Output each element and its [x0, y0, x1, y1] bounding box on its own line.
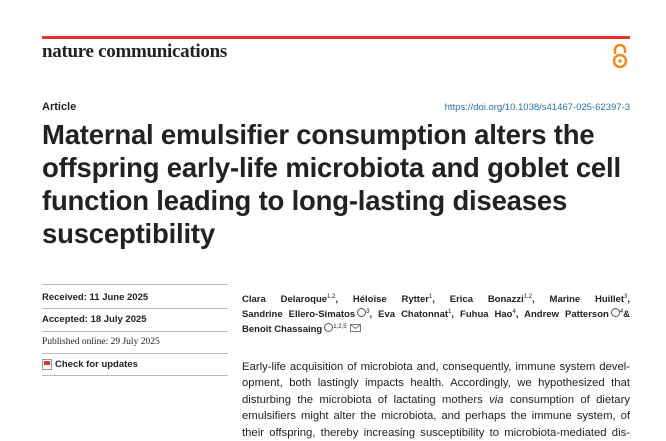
- author: Erica Bonazzi1,2,: [450, 294, 535, 305]
- abstract-line: emulsifiers might alter the microbiota, …: [242, 410, 630, 423]
- title-line: offspring early-life microbiota and gobl…: [42, 152, 621, 183]
- author: Andrew Patterson 4&: [524, 308, 631, 320]
- separator: ,: [335, 294, 339, 305]
- separator: ,: [451, 309, 455, 320]
- rule: [42, 284, 228, 285]
- orcid-icon: [357, 308, 367, 317]
- author: Benoit Chassaing 1,2,5: [242, 323, 361, 335]
- affiliation: 3: [624, 294, 628, 300]
- orcid-icon: [610, 308, 620, 317]
- doi-link[interactable]: https://doi.org/10.1038/s41467-025-62397…: [444, 102, 630, 113]
- author-list: Clara Delaroque1,2, Héloïse Rytter1, Eri…: [242, 290, 630, 335]
- received-date: Received: 11 June 2025: [42, 292, 149, 303]
- abstract-line: disturbing the microbiota of lactating m…: [242, 392, 630, 408]
- affiliation: 1,2: [523, 294, 533, 300]
- author-name: Clara Delaroque: [242, 294, 328, 305]
- separator: ,: [369, 309, 373, 320]
- author-line: Sandrine Ellero-Simatos 3, Eva Chatonnat1…: [242, 305, 630, 320]
- author-name: Héloïse Rytter: [352, 294, 429, 305]
- rule: [42, 308, 228, 309]
- separator: ,: [532, 294, 535, 305]
- affiliation: 1,2: [327, 294, 336, 300]
- separator: ,: [432, 294, 435, 305]
- affiliation: 4: [512, 309, 516, 315]
- affiliation: 1,2,5: [333, 324, 347, 330]
- author-line: Benoit Chassaing 1,2,5: [242, 320, 630, 335]
- author: Eva Chatonnat1,: [378, 309, 454, 320]
- text-italic: via: [489, 393, 504, 406]
- orcid-icon: [324, 323, 334, 332]
- rule: [42, 353, 228, 354]
- title-line: Maternal emulsifier consumption alters t…: [42, 119, 595, 150]
- check-updates[interactable]: Check for updates: [55, 359, 138, 370]
- text: disturbing the microbiota of lactating m…: [242, 393, 483, 406]
- author-name: Andrew Patterson: [524, 309, 609, 320]
- separator: &: [623, 309, 631, 320]
- abstract: Early-life acquisition of microbiota and…: [242, 359, 630, 441]
- rule: [42, 331, 228, 332]
- author: Marine Huillet3,: [550, 294, 630, 305]
- accepted-date: Accepted: 18 July 2025: [42, 314, 147, 325]
- author: Fuhua Hao4,: [460, 309, 518, 320]
- author-name: Erica Bonazzi: [449, 294, 524, 305]
- abstract-line: their offspring, thereby increasing susc…: [242, 426, 630, 439]
- article-type: Article: [42, 101, 77, 113]
- text: consumption of dietary: [509, 393, 630, 406]
- header-rule: [42, 36, 630, 39]
- abstract-line: opment, both lastingly impacts health. A…: [242, 377, 630, 390]
- open-access-icon: [612, 43, 628, 69]
- abstract-line: Early-life acquisition of microbiota and…: [242, 361, 630, 373]
- author-name: Benoit Chassaing: [242, 324, 323, 335]
- author-name: Marine Huillet: [549, 294, 625, 305]
- title-line: susceptibility: [42, 218, 215, 249]
- affiliation: 1: [428, 294, 433, 300]
- affiliation: 3: [366, 309, 370, 315]
- envelope: [349, 324, 361, 332]
- author: Sandrine Ellero-Simatos 3,: [242, 308, 373, 320]
- title-line: function leading to long-lasting disease…: [42, 185, 568, 216]
- rule: [42, 375, 228, 376]
- author-name: Sandrine Ellero-Simatos: [242, 309, 356, 320]
- separator: ,: [627, 294, 630, 305]
- author: Clara Delaroque1,2,: [242, 294, 338, 305]
- article-title: Maternal emulsifier consumption alters t…: [42, 118, 621, 250]
- affiliation: 4: [619, 309, 624, 315]
- published-date: Published online: 29 July 2025: [42, 337, 160, 347]
- author-line: Clara Delaroque1,2, Héloïse Rytter1, Eri…: [242, 290, 630, 305]
- affiliation: 1: [448, 309, 452, 315]
- separator: ,: [515, 309, 519, 320]
- journal-name: nature communications: [42, 41, 227, 62]
- author: Héloïse Rytter1,: [353, 294, 435, 305]
- author-name: Eva Chatonnat: [378, 309, 449, 320]
- author-name: Fuhua Hao: [460, 309, 513, 320]
- email-icon: [347, 324, 361, 335]
- check-updates-icon: [42, 359, 52, 370]
